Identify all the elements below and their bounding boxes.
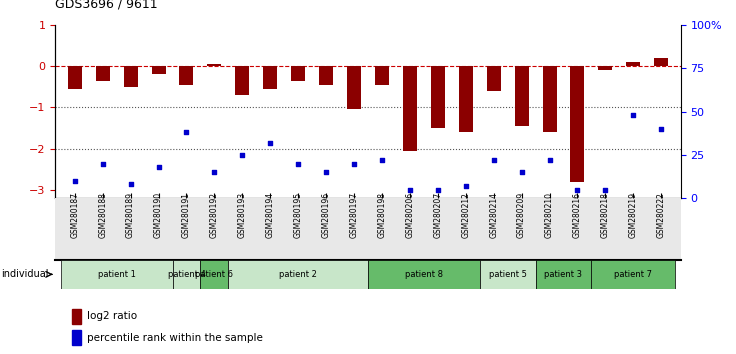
Bar xyxy=(236,66,250,95)
Bar xyxy=(654,58,668,66)
Text: log2 ratio: log2 ratio xyxy=(87,311,137,321)
Bar xyxy=(319,66,333,85)
Point xyxy=(320,170,332,175)
Point xyxy=(627,112,639,118)
Bar xyxy=(375,66,389,85)
Point xyxy=(236,152,248,158)
Bar xyxy=(598,66,612,70)
Point xyxy=(600,187,612,193)
Bar xyxy=(291,66,305,81)
Bar xyxy=(96,66,110,81)
Text: patient 3: patient 3 xyxy=(545,270,582,279)
Text: patient 8: patient 8 xyxy=(405,270,443,279)
Bar xyxy=(570,66,584,182)
Bar xyxy=(368,260,480,289)
Text: patient 7: patient 7 xyxy=(615,270,652,279)
Bar xyxy=(592,260,675,289)
Point xyxy=(404,187,416,193)
Text: GDS3696 / 9611: GDS3696 / 9611 xyxy=(55,0,158,11)
Bar xyxy=(68,66,82,89)
Point xyxy=(264,140,276,145)
Bar xyxy=(263,66,277,89)
Text: patient 4: patient 4 xyxy=(168,270,205,279)
Bar xyxy=(124,66,138,87)
Bar xyxy=(536,260,592,289)
Point xyxy=(208,170,220,175)
Text: patient 6: patient 6 xyxy=(195,270,233,279)
Bar xyxy=(180,66,194,85)
Point xyxy=(69,178,81,184)
Point xyxy=(152,164,164,170)
Point xyxy=(655,126,667,132)
Bar xyxy=(61,260,172,289)
Point xyxy=(292,161,304,166)
Point xyxy=(544,157,556,163)
Bar xyxy=(514,66,528,126)
Bar xyxy=(480,260,536,289)
Bar xyxy=(459,66,473,132)
Bar xyxy=(152,66,166,74)
Point xyxy=(97,161,109,166)
Bar xyxy=(542,66,556,132)
Point xyxy=(572,187,584,193)
Bar xyxy=(486,66,500,91)
Text: patient 5: patient 5 xyxy=(489,270,526,279)
Bar xyxy=(228,260,368,289)
Point xyxy=(432,187,444,193)
Point xyxy=(348,161,360,166)
Bar xyxy=(172,260,200,289)
Point xyxy=(460,183,472,189)
Text: patient 1: patient 1 xyxy=(98,270,135,279)
Bar xyxy=(72,330,81,345)
Point xyxy=(180,130,192,135)
Bar xyxy=(347,66,361,109)
Point xyxy=(376,157,388,163)
Bar xyxy=(431,66,445,128)
Point xyxy=(124,182,136,187)
Bar xyxy=(200,260,228,289)
Text: percentile rank within the sample: percentile rank within the sample xyxy=(87,332,263,343)
Text: patient 2: patient 2 xyxy=(279,270,317,279)
Bar xyxy=(626,62,640,66)
Bar xyxy=(72,309,81,324)
Point xyxy=(516,170,528,175)
Bar xyxy=(208,64,222,66)
Bar xyxy=(403,66,417,151)
Text: individual: individual xyxy=(1,269,49,279)
Point xyxy=(488,157,500,163)
